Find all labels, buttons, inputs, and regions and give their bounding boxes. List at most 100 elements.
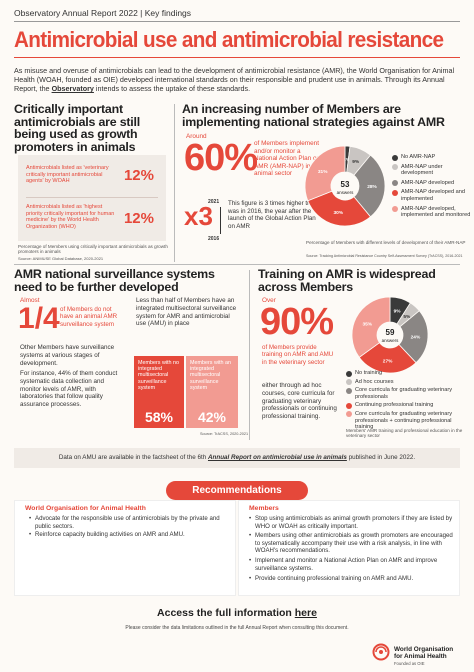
cia-card: Antimicrobials listed as 'veterinary cri…: [18, 155, 166, 241]
legend-item: AMR-NAP under development: [392, 164, 472, 177]
nap-year-top: 2021: [208, 199, 220, 205]
legend-item: No AMR-NAP: [392, 154, 472, 161]
surv-less-than-half: Less than half of Members have an integr…: [136, 297, 237, 328]
pie-slice: [304, 145, 346, 202]
pie-slice-label: 27%: [383, 358, 393, 364]
pie-slice-label: 31%: [318, 169, 328, 175]
section4-heading: Training on AMR is widespread across Mem…: [258, 267, 436, 294]
woah-logo-text: World Organisation for Animal Health Fou…: [394, 646, 454, 666]
nap-pie-center-label: answers: [337, 190, 355, 195]
pie-slice-label: 5%: [403, 314, 411, 320]
surv-box-label: Members with an integrated multisectoral…: [190, 360, 232, 391]
recommendations-members: Members Stop using antimicrobials as ani…: [238, 500, 460, 596]
nap-year-bottom: 2016: [208, 236, 220, 242]
rec-item: Implement and monitor a National Action …: [249, 557, 455, 572]
cia-row-who: Antimicrobials listed as 'highest priori…: [18, 198, 166, 241]
surv-box-label: Members with no integrated multisectoral…: [138, 360, 180, 391]
pie-slice-label: 28%: [367, 184, 377, 190]
access-full-info: Access the full information here: [157, 607, 317, 619]
surv-integrated-box: Members with an integrated multisectoral…: [186, 356, 238, 428]
surv-almost-label: Almost: [20, 297, 40, 304]
train-over-label: Over: [262, 297, 276, 304]
nap-x3-text: This figure is 3 times higher than it wa…: [228, 200, 323, 230]
intro-paragraph: As misuse and overuse of antimicrobials …: [14, 66, 455, 94]
pie-slice: [351, 296, 391, 358]
rec-item: Stop using antimicrobials as animal grow…: [249, 515, 455, 530]
rec-item: Advocate for the responsible use of anti…: [29, 515, 225, 530]
surv-source: Source: TrACSS, 2020-2021: [200, 432, 249, 436]
legend-swatch: [392, 154, 398, 161]
surv-para1: Other Members have surveillance systems …: [20, 344, 115, 367]
pie-slice: [353, 154, 386, 218]
pie-slice-label: 9%: [394, 309, 402, 315]
legend-item: AMR-NAP developed, implemented and monit…: [392, 206, 472, 219]
train-body: either through ad hoc courses, core curr…: [262, 382, 337, 421]
legend-swatch: [346, 402, 352, 409]
nap-donut-chart: 2% 9% 28% 30% 31% 53 answers: [304, 145, 386, 227]
cia-source: Source: ANIMUSE Global Database, 2020-20…: [18, 256, 104, 261]
surv-box-percent: 42%: [197, 409, 227, 425]
section2-heading: An increasing number of Members are impl…: [182, 102, 445, 129]
pie-slice: [358, 342, 417, 374]
cia-row-value: 12%: [123, 167, 154, 184]
training-donut-chart: 9%5% 24% 27% 35% 59 answers: [351, 296, 429, 374]
train-big-text: of Members provide training on AMR and A…: [262, 344, 334, 366]
data-limitations-note: Please consider the data limitations out…: [125, 625, 349, 631]
cia-caption: Percentage of Members using critically i…: [18, 244, 168, 255]
nap-around-label: Around: [186, 133, 207, 140]
report-breadcrumb: Observatory Annual Report 2022 | Key fin…: [14, 8, 192, 18]
recommendations-pill: Recommendations: [166, 481, 308, 500]
legend-item: AMR-NAP developed and implemented: [392, 189, 472, 202]
nap-big-text: of Members implement and/or monitor a Na…: [254, 140, 322, 178]
pie-slice-label: 9%: [352, 159, 360, 165]
cia-row-label: Antimicrobials listed as 'veterinary cri…: [26, 165, 109, 184]
legend-swatch: [346, 411, 352, 418]
cia-row-value: 12%: [123, 210, 154, 227]
legend-swatch: [392, 180, 398, 187]
rec-woah-title: World Organisation for Animal Health: [25, 505, 146, 512]
train-chart-caption: Members' AMR training and professional e…: [346, 428, 463, 439]
nap-legend: No AMR-NAP AMR-NAP under development AMR…: [392, 154, 472, 219]
pie-slice-label: 35%: [362, 321, 372, 327]
legend-swatch: [346, 387, 352, 394]
pie-slice-label: 2%: [343, 157, 351, 163]
observatory-link[interactable]: Observatory: [51, 84, 94, 94]
legend-item: Core curricula for graduating veterinary…: [346, 387, 464, 400]
train-pie-center-label: answers: [382, 338, 400, 343]
nap-big-percent: 60%: [184, 137, 258, 179]
amu-note-bar: Data on AMU are available in the factshe…: [14, 448, 460, 468]
access-here-link[interactable]: here: [294, 607, 317, 619]
legend-swatch: [346, 379, 352, 386]
rec-item: Reinforce capacity building activities o…: [29, 531, 225, 539]
woah-logo-icon: [372, 643, 390, 661]
section3-heading: AMR national surveillance systems need t…: [14, 267, 215, 294]
nap-x3: x3: [184, 201, 213, 231]
pie-slice: [398, 310, 429, 364]
legend-item: Core curricula for graduating veterinary…: [346, 411, 464, 431]
surv-no-integrated-box: Members with no integrated multisectoral…: [134, 356, 184, 428]
legend-swatch: [392, 206, 398, 213]
pie-slice-label: 30%: [333, 210, 343, 216]
section1-heading: Critically important antimicrobials are …: [14, 102, 141, 154]
column-divider-bottom: [249, 270, 250, 440]
column-divider-top: [174, 104, 175, 262]
recommendations-woah: World Organisation for Animal Health Adv…: [14, 500, 236, 596]
rec-item: Provide continuing professional training…: [249, 575, 455, 583]
rec-item: Members using other antimicrobials as gr…: [249, 532, 455, 555]
amu-report-link[interactable]: Annual Report on antimicrobial use in an…: [207, 454, 347, 461]
title-divider: [14, 57, 460, 58]
nap-year-arrow: [220, 207, 221, 234]
horizontal-divider-mid: [14, 264, 460, 265]
legend-swatch: [392, 189, 398, 196]
rec-members-title: Members: [249, 505, 279, 512]
nap-pie-center-num: 53: [341, 180, 350, 189]
pie-slice-label: 24%: [411, 335, 421, 341]
cia-row-woah: Antimicrobials listed as 'veterinary cri…: [18, 155, 166, 197]
nap-source: Source: Tracking Antimicrobial Resistanc…: [306, 254, 463, 258]
legend-item: Ad hoc courses: [346, 379, 464, 386]
cia-row-divider: [26, 197, 158, 198]
top-divider: [14, 21, 460, 22]
nap-chart-caption: Percentage of Members with different lev…: [306, 240, 466, 245]
legend-item: No training: [346, 370, 464, 377]
